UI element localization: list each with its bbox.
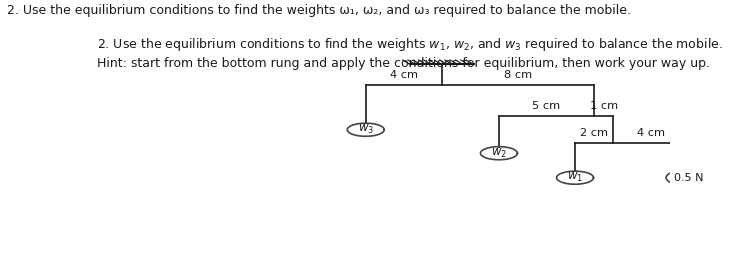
Text: $w_1$: $w_1$: [567, 171, 583, 184]
Text: $w_3$: $w_3$: [358, 123, 373, 136]
Text: 0.5 N: 0.5 N: [675, 173, 704, 183]
Text: 2 cm: 2 cm: [580, 128, 608, 138]
Text: 2. Use the equilibrium conditions to find the weights $w_1$, $w_2$, and $w_3$ re: 2. Use the equilibrium conditions to fin…: [97, 36, 723, 53]
Text: 8 cm: 8 cm: [504, 70, 532, 80]
Text: 1 cm: 1 cm: [589, 101, 618, 111]
Text: 5 cm: 5 cm: [533, 101, 560, 111]
Text: $w_2$: $w_2$: [491, 147, 507, 160]
Text: 4 cm: 4 cm: [390, 70, 418, 80]
Text: Hint: start from the bottom rung and apply the conditions for equilibrium, then : Hint: start from the bottom rung and app…: [97, 57, 711, 70]
Text: 2. Use the equilibrium conditions to find the weights ω₁, ω₂, and ω₃ required to: 2. Use the equilibrium conditions to fin…: [7, 4, 632, 17]
Text: 4 cm: 4 cm: [637, 128, 665, 138]
